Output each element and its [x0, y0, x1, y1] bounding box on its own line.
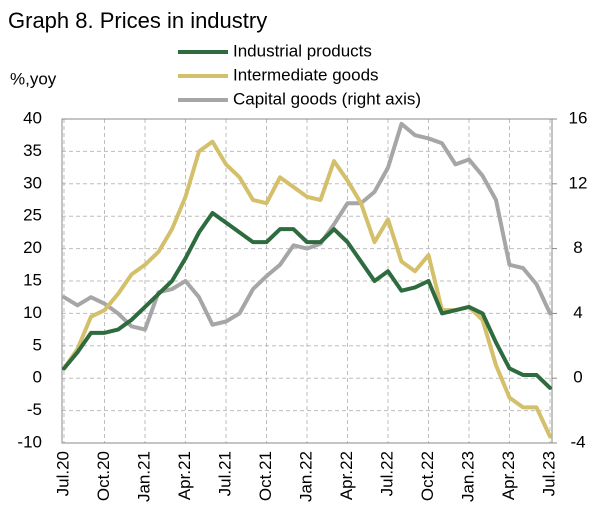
x-tick-label: Oct.20	[94, 451, 113, 501]
x-tick-label: Oct.22	[418, 451, 437, 501]
y2-tick-label: 16	[569, 108, 588, 127]
y2-tick-label: -4	[570, 432, 585, 451]
x-tick-label: Apr.21	[175, 451, 194, 500]
chart-title: Graph 8. Prices in industry	[8, 8, 267, 33]
y-tick-label: 30	[23, 173, 42, 192]
legend-label: Intermediate goods	[233, 65, 379, 84]
x-tick-label: Jan.22	[296, 451, 315, 502]
legend-label: Capital goods (right axis)	[233, 89, 421, 108]
y-tick-label: -5	[27, 400, 42, 419]
plot-frame	[61, 118, 553, 444]
y2-tick-label: 8	[573, 238, 582, 257]
x-tick-label: Oct.21	[256, 451, 275, 501]
x-tick-label: Jul.22	[377, 451, 396, 496]
y-tick-label: 40	[23, 108, 42, 127]
y-tick-label: 20	[23, 238, 42, 257]
x-tick-label: Apr.23	[499, 451, 518, 500]
y-tick-label: 25	[23, 206, 42, 225]
x-tick-label: Jan.21	[134, 451, 153, 502]
x-tick-label: Jan.23	[458, 451, 477, 502]
y2-tick-label: 4	[573, 303, 582, 322]
y-tick-label: 35	[23, 141, 42, 160]
y-tick-label: 15	[23, 270, 42, 289]
series-line	[62, 210, 552, 390]
y-axis-label: %,yoy	[10, 69, 57, 88]
x-tick-label: Jul.20	[53, 451, 72, 496]
x-tick-label: Jul.21	[215, 451, 234, 496]
legend-label: Industrial products	[233, 41, 372, 60]
x-tick-label: Jul.23	[539, 451, 558, 496]
series-line	[62, 121, 552, 332]
y-tick-label: -10	[17, 432, 42, 451]
y-tick-label: 10	[23, 303, 42, 322]
y2-tick-label: 0	[573, 368, 582, 387]
x-tick-label: Apr.22	[337, 451, 356, 500]
y-tick-label: 0	[33, 368, 42, 387]
y-tick-label: 5	[33, 335, 42, 354]
y2-tick-label: 12	[569, 173, 588, 192]
